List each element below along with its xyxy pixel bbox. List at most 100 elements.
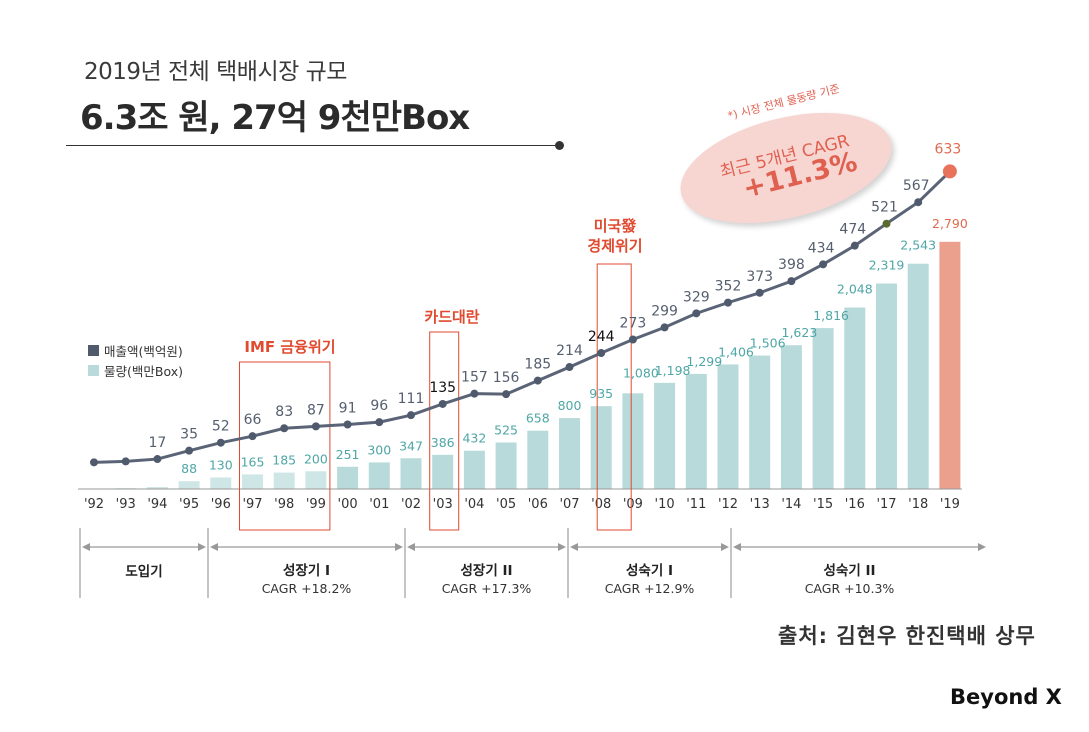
- revenue-value-label: 567: [903, 178, 930, 194]
- revenue-point: [248, 432, 257, 441]
- x-tick-label: '02: [401, 497, 421, 512]
- x-tick-label: '99: [306, 497, 326, 512]
- volume-bar: [654, 382, 676, 489]
- x-tick-label: '08: [591, 497, 611, 512]
- revenue-point: [660, 323, 669, 332]
- x-tick-label: '03: [433, 497, 453, 512]
- legend-label-volume: 물량(백만Box): [104, 363, 183, 379]
- volume-bar: [780, 345, 802, 489]
- volume-value-label: 2,790: [932, 216, 968, 231]
- x-tick-label: '04: [464, 497, 484, 512]
- revenue-point: [882, 219, 891, 228]
- volume-bar: [273, 472, 295, 489]
- phase-arrow-head: [570, 543, 578, 551]
- volume-value-label: 1,406: [718, 344, 754, 359]
- revenue-value-label: 214: [556, 343, 583, 359]
- phase-arrow-head: [82, 543, 90, 551]
- revenue-point: [565, 363, 574, 372]
- x-tick-label: '13: [750, 497, 770, 512]
- revenue-point: [597, 349, 606, 358]
- revenue-point: [280, 424, 289, 433]
- revenue-point: [628, 335, 637, 344]
- revenue-value-label: 135: [429, 380, 456, 396]
- volume-bar: [368, 462, 390, 489]
- phase-cagr: CAGR +12.9%: [605, 581, 695, 596]
- volume-value-label: 1,080: [623, 365, 659, 380]
- chart-title: 6.3조 원, 27억 9천만Box: [80, 98, 470, 138]
- phase-cagr: CAGR +10.3%: [805, 581, 895, 596]
- volume-bar: [146, 487, 168, 489]
- x-tick-label: '96: [211, 497, 231, 512]
- legend-swatch-volume: [88, 364, 99, 376]
- revenue-point: [787, 277, 796, 286]
- phase-cagr: CAGR +17.3%: [442, 581, 532, 596]
- revenue-point: [90, 458, 98, 467]
- revenue-value-label: 633: [935, 141, 962, 157]
- chart-subtitle: 2019년 전체 택배시장 규모: [84, 59, 347, 85]
- phase-arrow-head: [978, 543, 986, 551]
- volume-value-label: 300: [367, 442, 391, 457]
- phase-arrow-head: [407, 543, 415, 551]
- revenue-value-label: 157: [461, 370, 488, 386]
- phase-name: 성장기 I: [283, 562, 330, 579]
- volume-value-label: 2,319: [869, 258, 905, 273]
- event-label: 미국發: [594, 217, 638, 235]
- phase-name: 도입기: [125, 564, 162, 580]
- x-tick-label: '15: [813, 497, 833, 512]
- x-tick-label: '06: [528, 497, 548, 512]
- revenue-value-label: 91: [339, 401, 357, 417]
- volume-value-label: 200: [304, 451, 328, 466]
- phase-arrow-head: [721, 543, 729, 551]
- x-tick-label: '93: [116, 497, 136, 512]
- revenue-value-label: 185: [524, 357, 551, 373]
- legend-swatch-revenue: [88, 344, 99, 356]
- revenue-point: [343, 420, 352, 429]
- volume-bar: [939, 241, 961, 489]
- volume-value-label: 185: [272, 453, 296, 468]
- volume-bar: [590, 406, 612, 489]
- x-tick-label: '16: [845, 497, 865, 512]
- volume-bar: [844, 307, 866, 489]
- revenue-point: [755, 288, 764, 297]
- volume-bar: [749, 355, 771, 489]
- phase-name: 성장기 II: [460, 562, 512, 579]
- revenue-value-label: 156: [493, 370, 520, 386]
- revenue-value-label: 83: [275, 404, 293, 420]
- event-highlight-box: [239, 361, 331, 531]
- revenue-point: [216, 438, 225, 447]
- volume-value-label: 1,506: [750, 336, 786, 351]
- legend: 매출액(백억원) 물량(백만Box): [88, 340, 183, 380]
- x-tick-label: '10: [655, 497, 675, 512]
- phase-name: 성숙기 I: [626, 563, 673, 579]
- revenue-point: [502, 390, 511, 399]
- volume-value-label: 525: [494, 422, 518, 437]
- revenue-value-label: 299: [651, 303, 678, 319]
- x-tick-label: '95: [179, 497, 199, 512]
- phase-name: 성숙기 II: [823, 563, 875, 579]
- revenue-value-label: 474: [839, 222, 866, 238]
- x-tick-label: '19: [940, 497, 960, 512]
- revenue-value-label: 111: [398, 391, 425, 407]
- brand-logo-text: Beyond X: [950, 685, 1062, 709]
- revenue-point: [942, 164, 957, 179]
- volume-value-label: 1,198: [655, 363, 691, 378]
- revenue-value-label: 244: [588, 329, 615, 345]
- x-tick-label: '14: [781, 497, 801, 512]
- revenue-value-label: 398: [778, 257, 805, 273]
- revenue-point: [121, 457, 130, 466]
- x-tick-label: '09: [623, 497, 643, 512]
- volume-value-label: 88: [181, 461, 197, 476]
- volume-value-label: 165: [241, 454, 265, 469]
- volume-bar: [495, 442, 517, 489]
- volume-bar: [305, 471, 327, 489]
- volume-bar: [242, 474, 263, 489]
- revenue-point: [153, 455, 162, 464]
- volume-value-label: 2,048: [837, 282, 873, 297]
- x-tick-label: '01: [369, 497, 389, 512]
- x-tick-label: '94: [147, 497, 167, 512]
- revenue-value-label: 87: [307, 402, 325, 418]
- x-tick-label: '98: [274, 497, 294, 512]
- x-tick-label: '12: [718, 497, 738, 512]
- revenue-value-label: 17: [148, 435, 166, 451]
